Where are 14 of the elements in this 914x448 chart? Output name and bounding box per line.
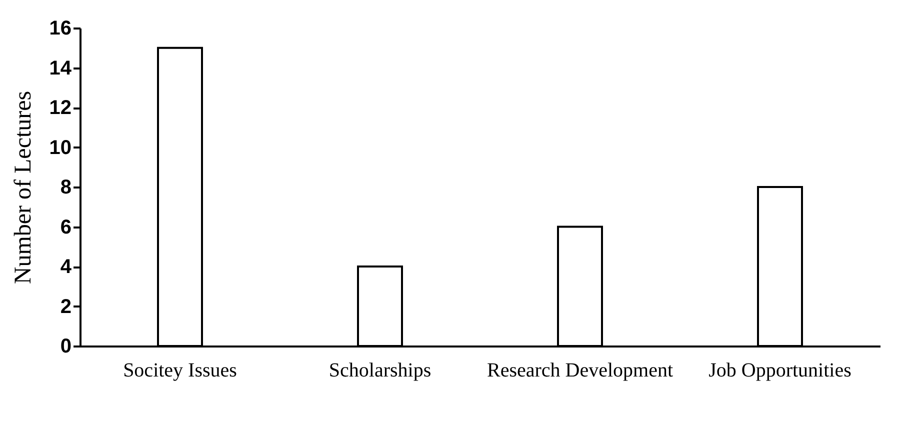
x-tick-label: Socitey Issues [123,360,238,382]
y-tick-label: 2 [60,296,72,318]
y-tick-label: 6 [60,216,72,238]
x-tick-label: Research Development [486,360,674,382]
y-tick-label: 8 [60,176,72,198]
y-axis-title: Number of Lectures [10,90,36,284]
y-tick-label: 4 [60,256,72,278]
y-tick-label: 16 [49,18,72,40]
y-tick-label: 12 [49,97,72,119]
x-tick-label: Job Opportunities [708,360,852,382]
y-tick-label: 10 [49,136,72,159]
x-tick-label: Scholarships [328,360,432,382]
y-tick-label: 0 [60,336,72,358]
y-tick-label: 14 [49,57,72,80]
